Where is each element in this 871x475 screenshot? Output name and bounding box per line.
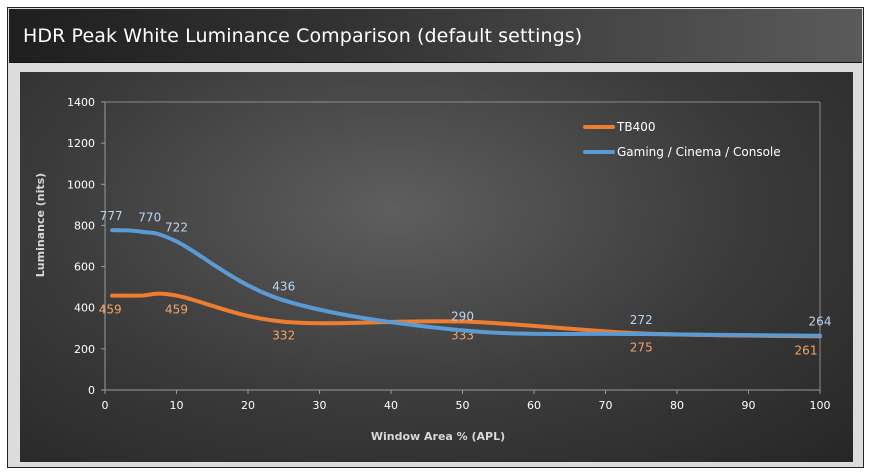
x-tick-label: 40	[384, 399, 398, 412]
y-tick-label: 200	[74, 343, 95, 356]
data-label: 722	[165, 220, 188, 234]
legend-label: TB400	[616, 120, 655, 134]
data-label: 777	[100, 209, 123, 223]
y-tick-label: 0	[88, 384, 95, 397]
x-tick-label: 30	[313, 399, 327, 412]
y-tick-label: 600	[74, 261, 95, 274]
y-tick-label: 1200	[67, 137, 95, 150]
y-axis-title: Luminance (nits)	[34, 173, 47, 277]
x-tick-label: 0	[102, 399, 109, 412]
x-tick-label: 90	[742, 399, 756, 412]
plot-background	[20, 72, 853, 462]
y-tick-label: 1000	[67, 178, 95, 191]
page-title: HDR Peak White Luminance Comparison (def…	[23, 25, 583, 47]
y-tick-label: 400	[74, 302, 95, 315]
data-label: 290	[451, 309, 474, 323]
data-label: 332	[272, 329, 295, 343]
y-tick-label: 1400	[67, 96, 95, 109]
x-tick-label: 80	[670, 399, 684, 412]
x-tick-label: 70	[599, 399, 613, 412]
legend-label: Gaming / Cinema / Console	[617, 145, 781, 159]
x-tick-label: 50	[456, 399, 470, 412]
x-tick-label: 100	[810, 399, 831, 412]
data-label: 459	[165, 303, 188, 317]
x-tick-label: 20	[241, 399, 255, 412]
chart-frame: HDR Peak White Luminance Comparison (def…	[7, 7, 864, 468]
data-label: 261	[795, 343, 818, 357]
data-label: 436	[272, 279, 295, 293]
x-axis-title: Window Area % (APL)	[371, 430, 505, 443]
x-tick-label: 10	[170, 399, 184, 412]
data-label: 264	[809, 315, 832, 329]
data-label: 272	[630, 313, 653, 327]
series-line-gaming	[110, 228, 822, 338]
title-bar: HDR Peak White Luminance Comparison (def…	[9, 9, 862, 63]
data-label: 275	[630, 340, 653, 354]
x-tick-label: 60	[527, 399, 541, 412]
data-label: 770	[138, 211, 161, 225]
y-tick-label: 800	[74, 219, 95, 232]
data-label: 459	[99, 303, 122, 317]
